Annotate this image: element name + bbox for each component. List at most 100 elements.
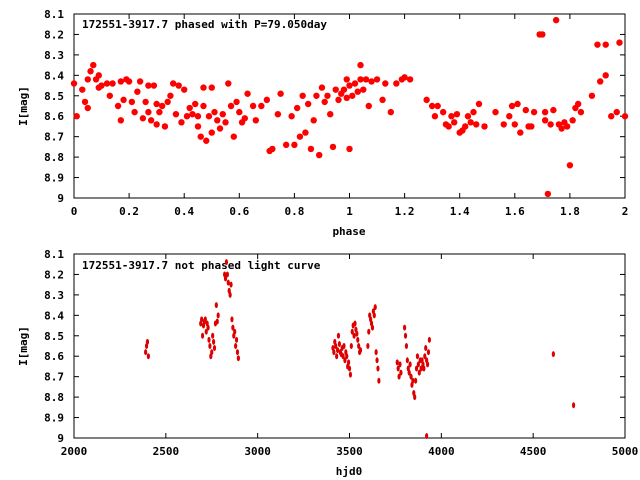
data-point — [307, 145, 315, 153]
data-point — [200, 102, 207, 110]
data-point — [348, 371, 353, 378]
data-point — [233, 328, 237, 335]
x-tick-label: 5000 — [612, 445, 639, 458]
data-point — [216, 125, 224, 132]
data-point — [530, 108, 538, 116]
data-point — [172, 110, 180, 118]
data-point — [397, 373, 401, 380]
data-point — [417, 369, 421, 376]
data-point — [341, 353, 345, 360]
data-point — [337, 340, 341, 347]
data-point — [210, 349, 214, 356]
data-point — [411, 377, 415, 384]
data-point — [522, 106, 530, 114]
data-point — [434, 102, 441, 110]
data-point — [346, 359, 351, 366]
y-tick-label: 8.9 — [44, 172, 64, 185]
data-point — [346, 82, 353, 89]
data-point — [425, 361, 430, 368]
data-point — [470, 108, 477, 116]
data-point — [414, 377, 418, 384]
data-point — [462, 123, 469, 130]
x-tick-label: 1.2 — [395, 205, 415, 218]
data-point — [528, 123, 535, 130]
data-point — [194, 123, 202, 130]
data-point — [425, 432, 429, 439]
data-point — [231, 324, 235, 331]
data-point — [252, 117, 260, 124]
data-point — [346, 145, 353, 153]
data-point — [234, 336, 239, 343]
data-point — [73, 113, 80, 120]
data-point — [244, 90, 251, 97]
phased-chart-points — [70, 16, 629, 198]
data-point — [208, 343, 212, 349]
data-point — [145, 108, 152, 116]
data-point — [229, 281, 233, 288]
data-point — [114, 102, 122, 110]
phased-chart-title: 172551-3917.7 phased with P=79.050day — [82, 18, 327, 31]
data-point — [613, 108, 620, 116]
data-point — [117, 117, 125, 124]
data-point — [128, 98, 136, 106]
data-point — [563, 123, 571, 130]
data-point — [318, 84, 326, 91]
data-point — [211, 332, 215, 339]
data-point — [393, 80, 400, 87]
data-point — [156, 108, 163, 116]
data-point — [547, 121, 554, 128]
data-point — [405, 357, 409, 364]
data-point — [362, 76, 370, 83]
x-tick-label: 2500 — [153, 445, 180, 458]
x-tick-label: 3500 — [336, 445, 363, 458]
data-point — [370, 324, 375, 331]
data-point — [428, 102, 436, 110]
data-point — [302, 129, 309, 136]
data-point — [203, 316, 207, 323]
data-point — [342, 343, 346, 349]
data-point — [236, 355, 240, 362]
data-point — [224, 259, 229, 266]
data-point — [235, 349, 240, 356]
data-point — [197, 133, 204, 140]
data-point — [407, 369, 411, 376]
data-point — [211, 338, 216, 345]
data-point — [416, 361, 420, 368]
data-point — [514, 100, 521, 108]
data-point — [368, 78, 375, 85]
data-point — [125, 78, 133, 85]
unphased-chart-yticks: 8.1 8.2 8.3 8.4 8.5 8.6 8.7 8.8 8.9 9 — [44, 248, 625, 445]
data-point — [345, 353, 349, 360]
x-tick-label: 4500 — [520, 445, 547, 458]
data-point — [145, 338, 150, 345]
x-tick-label: 3000 — [244, 445, 271, 458]
data-point — [103, 80, 111, 87]
data-point — [403, 324, 407, 331]
data-point — [551, 351, 555, 358]
data-point — [150, 82, 158, 89]
data-point — [569, 117, 576, 124]
data-point — [269, 145, 276, 153]
data-point — [134, 88, 141, 95]
data-point — [208, 129, 215, 136]
data-point — [558, 125, 565, 132]
data-point — [81, 98, 89, 106]
data-point — [84, 76, 91, 83]
data-point — [375, 357, 379, 364]
x-tick-label: 1.8 — [560, 205, 580, 218]
data-point — [274, 110, 282, 118]
data-point — [358, 347, 363, 354]
data-point — [566, 162, 574, 169]
data-point — [335, 353, 339, 360]
data-point — [373, 304, 377, 311]
y-tick-label: 8.8 — [44, 391, 64, 404]
data-point — [214, 117, 221, 124]
data-point — [183, 113, 191, 120]
data-point — [219, 110, 226, 118]
data-point — [602, 41, 609, 48]
data-point — [366, 343, 370, 349]
data-point — [203, 137, 210, 144]
unphased-chart-ylabel: I[mag] — [17, 326, 30, 366]
data-point — [500, 121, 507, 128]
